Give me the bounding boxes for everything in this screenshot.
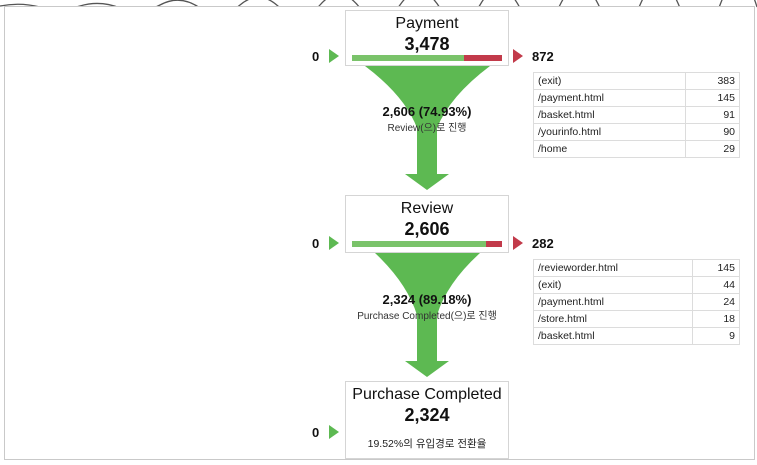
table-row[interactable]: /payment.html 145: [532, 89, 740, 107]
table-row[interactable]: /payment.html 24: [533, 293, 741, 311]
entries-count: 0: [312, 425, 320, 440]
exit-page: /revieworder.html: [533, 259, 693, 277]
stage-name: Payment: [395, 15, 459, 32]
play-right-icon: [329, 425, 339, 439]
stage-progress-bar: [352, 55, 502, 61]
table-row[interactable]: /home 29: [532, 140, 740, 158]
exit-portion: [486, 241, 502, 247]
exit-page: /basket.html: [532, 106, 687, 124]
table-row[interactable]: (exit) 383: [532, 72, 740, 90]
exit-page-count: 24: [691, 293, 741, 311]
play-right-icon: [513, 49, 523, 63]
table-row[interactable]: /basket.html 91: [532, 106, 740, 124]
exit-page-count: 383: [685, 72, 740, 90]
exit-page: (exit): [533, 276, 693, 294]
exit-page: /basket.html: [533, 327, 693, 345]
play-right-icon: [513, 236, 523, 250]
exit-page-count: 90: [685, 123, 740, 141]
exit-pages-table: /revieworder.html 145 (exit) 44 /payment.h…: [533, 259, 741, 345]
exit-pages-table: (exit) 383 /payment.html 145 /basket.html 9…: [532, 72, 740, 158]
conversion-target: Review(으)로 진행: [387, 123, 467, 134]
play-right-icon: [329, 236, 339, 250]
entries-count: 0: [312, 49, 320, 64]
stage-name: Purchase Completed: [352, 386, 502, 403]
exit-page-count: 145: [691, 259, 741, 277]
play-right-icon: [329, 49, 339, 63]
conversion-target: Purchase Completed(으)로 진행: [357, 311, 497, 322]
stage-progress-bar: [352, 241, 502, 247]
funnel-connector: [365, 66, 490, 190]
exit-page-count: 29: [685, 140, 740, 158]
table-row[interactable]: (exit) 44: [533, 276, 741, 294]
exit-page-count: 18: [691, 310, 741, 328]
exit-portion: [464, 55, 502, 61]
stage-count: 2,324: [404, 405, 450, 425]
exit-page-count: 9: [691, 327, 741, 345]
table-row[interactable]: /store.html 18: [533, 310, 741, 328]
funnel-conversion-rate: 19.52%의 유입경로 전환율: [367, 438, 487, 450]
stage-count: 2,606: [404, 219, 450, 239]
stage-name: Review: [400, 200, 454, 217]
exit-page: /yourinfo.html: [532, 123, 687, 141]
table-row[interactable]: /basket.html 9: [533, 327, 741, 345]
funnel-stage-review[interactable]: Review 2,606: [345, 195, 509, 253]
conversion-count: 2,606 (74.93%): [382, 104, 472, 119]
stage-count: 3,478: [404, 34, 450, 54]
exit-page: /payment.html: [533, 293, 693, 311]
entries-count: 0: [312, 236, 320, 251]
conversion-count: 2,324 (89.18%): [382, 292, 472, 307]
exit-page-count: 44: [691, 276, 741, 294]
exits-count[interactable]: 872: [532, 49, 554, 64]
conversion-label: 2,324 (89.18%) Purchase Completed(으)로 진행: [327, 292, 527, 322]
conversion-label: 2,606 (74.93%) Review(으)로 진행: [327, 104, 527, 134]
exits-count[interactable]: 282: [532, 236, 554, 251]
exit-page: /payment.html: [532, 89, 687, 107]
table-row[interactable]: /yourinfo.html 90: [532, 123, 740, 141]
funnel-connector: [375, 253, 480, 377]
table-row[interactable]: /revieworder.html 145: [533, 259, 741, 277]
funnel-stage-payment[interactable]: Payment 3,478: [345, 10, 509, 66]
funnel-stage-purchase-completed[interactable]: Purchase Completed 2,324 19.52%의 유입경로 전환…: [345, 381, 509, 459]
exit-page: /store.html: [533, 310, 693, 328]
exit-page-count: 145: [685, 89, 740, 107]
exit-page: /home: [532, 140, 687, 158]
exit-page: (exit): [532, 72, 687, 90]
exit-page-count: 91: [685, 106, 740, 124]
